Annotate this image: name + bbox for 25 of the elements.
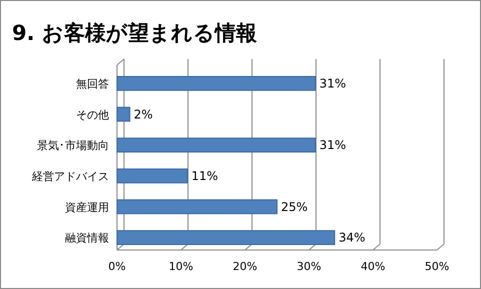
x-tick-label: 30% [296,260,322,273]
data-label: 25% [281,200,308,214]
x-tick-label: 40% [360,260,386,273]
bar [116,106,130,122]
x-tick-label: 0% [108,260,126,273]
data-label: 34% [338,230,366,245]
y-tick-label: 融資情報 [65,232,109,245]
bar [116,138,316,153]
data-label: 2% [134,107,153,122]
y-tick-label: 経営アドバイス [31,170,109,183]
y-tick-label: 資産運用 [65,200,109,214]
y-tick-label: その他 [76,108,109,122]
data-label: 31% [319,76,346,90]
x-tick-label: 50% [424,260,450,273]
bar [116,230,336,246]
x-tick-label: 10% [168,260,194,273]
x-tick-label: 20% [232,260,258,273]
y-tick-label: 景気･市場動向 [37,139,109,152]
chart-title: 9. お客様が望まれる情報 [12,21,257,45]
bar [116,76,316,91]
data-label: 11% [191,168,218,183]
bar [116,168,188,184]
data-label: 31% [319,138,346,152]
y-tick-label: 無回答 [76,77,109,90]
bar [116,199,278,214]
